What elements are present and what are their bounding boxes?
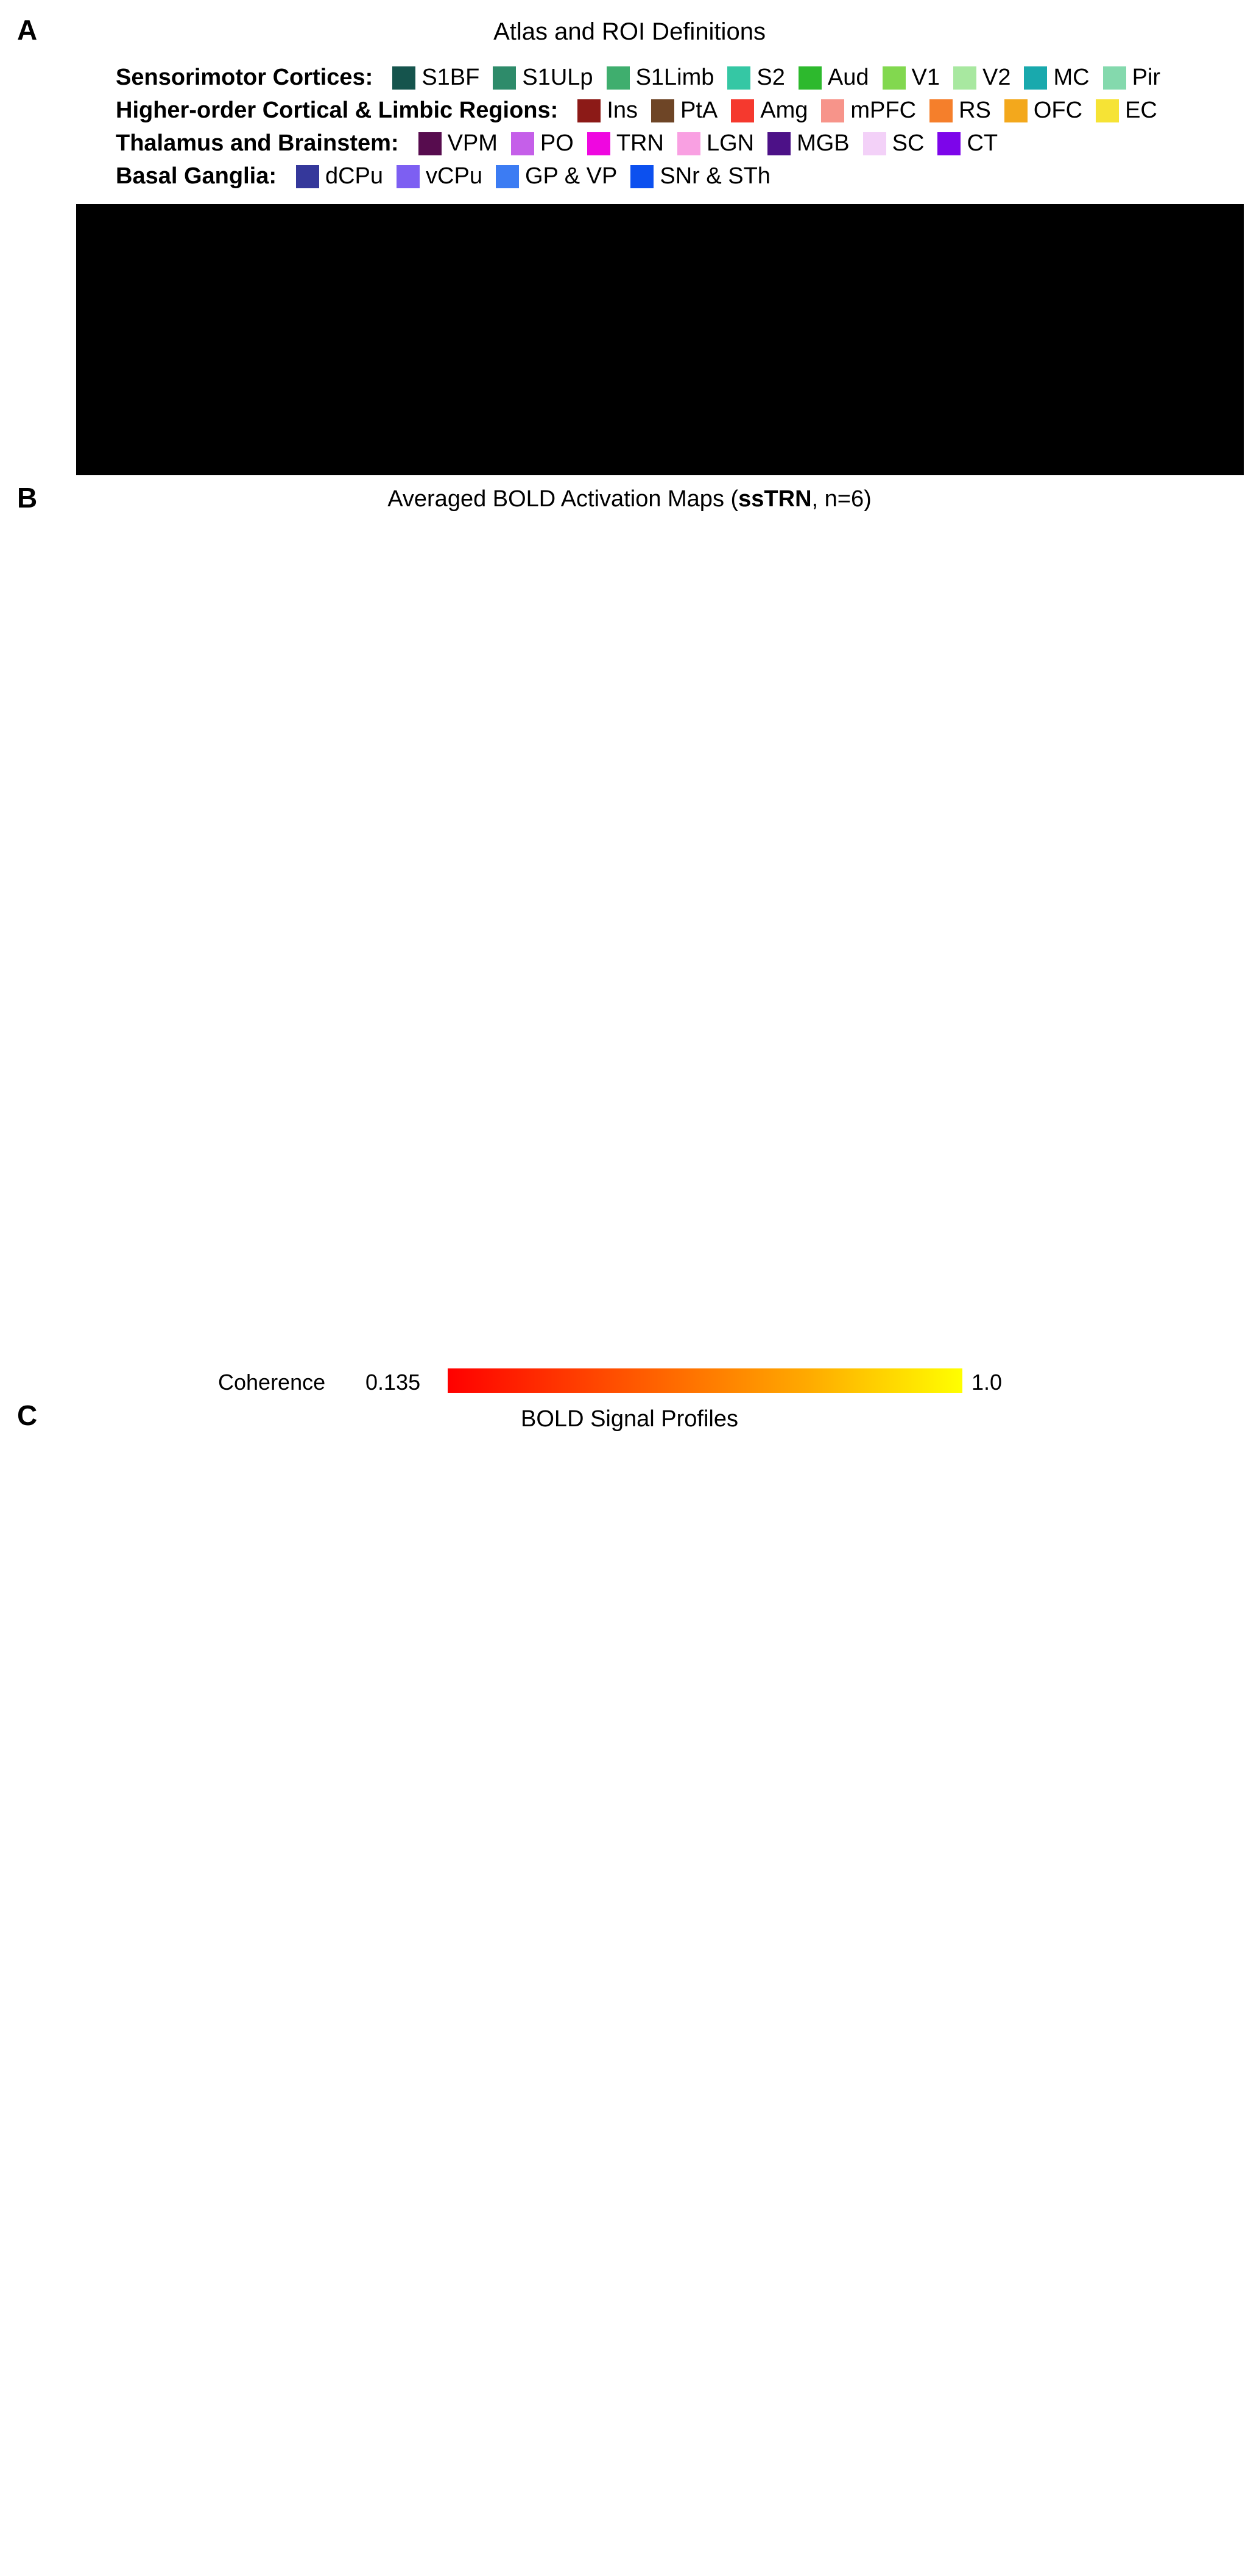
roi-color-swatch xyxy=(953,66,976,90)
roi-label: S2 xyxy=(756,65,785,90)
panel-b-title-prefix: Averaged BOLD Activation Maps ( xyxy=(387,486,739,512)
roi-color-swatch xyxy=(882,66,906,90)
legend-group-name: Sensorimotor Cortices: xyxy=(116,65,373,90)
roi-label: EC xyxy=(1125,97,1157,123)
roi-color-swatch xyxy=(821,99,845,122)
roi-color-swatch xyxy=(630,165,654,188)
roi-label: MC xyxy=(1053,65,1090,90)
roi-label: Aud xyxy=(827,65,869,90)
roi-color-swatch xyxy=(1004,99,1028,122)
roi-color-swatch xyxy=(677,132,700,155)
roi-color-swatch xyxy=(418,132,442,155)
roi-color-swatch xyxy=(937,132,961,155)
panel-c-label: C xyxy=(17,1399,38,1431)
roi-color-swatch xyxy=(1024,66,1048,90)
roi-color-swatch xyxy=(1096,99,1120,122)
roi-label: S1Limb xyxy=(635,65,714,90)
roi-color-swatch xyxy=(587,132,610,155)
coherence-colorbar xyxy=(448,1368,962,1393)
roi-label: S1ULp xyxy=(522,65,593,90)
panel-b-label: B xyxy=(17,482,38,514)
roi-color-swatch xyxy=(493,66,517,90)
legend-group-row: Higher-order Cortical & Limbic Regions: I… xyxy=(116,97,1157,124)
coherence-max-value: 1.0 xyxy=(972,1370,1003,1395)
legend-group-row: Thalamus and Brainstem: VPM PO TRN LGN MGB SC C… xyxy=(116,130,998,157)
panel-a-label: A xyxy=(17,14,38,46)
panel-b-title-suffix: , n=6) xyxy=(811,486,872,512)
roi-label: V2 xyxy=(982,65,1011,90)
roi-label: GP & VP xyxy=(524,163,618,189)
panel-c-title: BOLD Signal Profiles xyxy=(521,1406,738,1432)
roi-color-swatch xyxy=(767,132,791,155)
roi-color-swatch xyxy=(727,66,751,90)
roi-label: S1BF xyxy=(421,65,480,90)
roi-label: Amg xyxy=(760,97,808,123)
atlas-slices-box xyxy=(76,204,1244,475)
roi-label: CT xyxy=(967,130,998,156)
roi-label: SNr & STh xyxy=(660,163,771,189)
roi-color-swatch xyxy=(392,66,416,90)
roi-color-swatch xyxy=(651,99,675,122)
roi-color-swatch xyxy=(295,165,319,188)
roi-label: Pir xyxy=(1132,65,1161,90)
roi-label: V1 xyxy=(911,65,940,90)
legend-group-row: Basal Ganglia: dCPu vCPu GP & VP SNr & STh xyxy=(116,163,771,189)
roi-label: VPM xyxy=(447,130,498,156)
roi-color-swatch xyxy=(862,132,886,155)
legend-group-name: Basal Ganglia: xyxy=(116,163,277,189)
legend-group-name: Thalamus and Brainstem: xyxy=(116,130,399,156)
roi-label: LGN xyxy=(706,130,755,156)
roi-label: RS xyxy=(959,97,991,123)
roi-label: OFC xyxy=(1033,97,1083,123)
roi-color-swatch xyxy=(731,99,755,122)
roi-label: dCPu xyxy=(325,163,384,189)
roi-color-swatch xyxy=(929,99,953,122)
roi-label: PtA xyxy=(680,97,718,123)
roi-label: TRN xyxy=(616,130,664,156)
roi-color-swatch xyxy=(510,132,534,155)
panel-b-title: Averaged BOLD Activation Maps (ssTRN, n=… xyxy=(0,486,1259,512)
roi-label: SC xyxy=(892,130,925,156)
panel-b-title-bold: ssTRN xyxy=(738,486,812,512)
panel-a-title: Atlas and ROI Definitions xyxy=(493,18,766,45)
roi-color-swatch xyxy=(495,165,519,188)
legend-group-name: Higher-order Cortical & Limbic Regions: xyxy=(116,97,559,123)
roi-label: PO xyxy=(540,130,574,156)
legend-group-row: Sensorimotor Cortices: S1BF S1ULp S1Limb S2 A… xyxy=(116,65,1160,91)
roi-label: Ins xyxy=(607,97,638,123)
roi-color-swatch xyxy=(606,66,630,90)
roi-label: mPFC xyxy=(850,97,917,123)
roi-color-swatch xyxy=(1102,66,1126,90)
roi-color-swatch xyxy=(798,66,822,90)
roi-color-swatch xyxy=(397,165,420,188)
roi-label: MGB xyxy=(797,130,850,156)
coherence-min-value: 0.135 xyxy=(365,1370,421,1395)
coherence-label: Coherence xyxy=(218,1370,326,1395)
roi-label: vCPu xyxy=(426,163,482,189)
roi-color-swatch xyxy=(577,99,601,122)
